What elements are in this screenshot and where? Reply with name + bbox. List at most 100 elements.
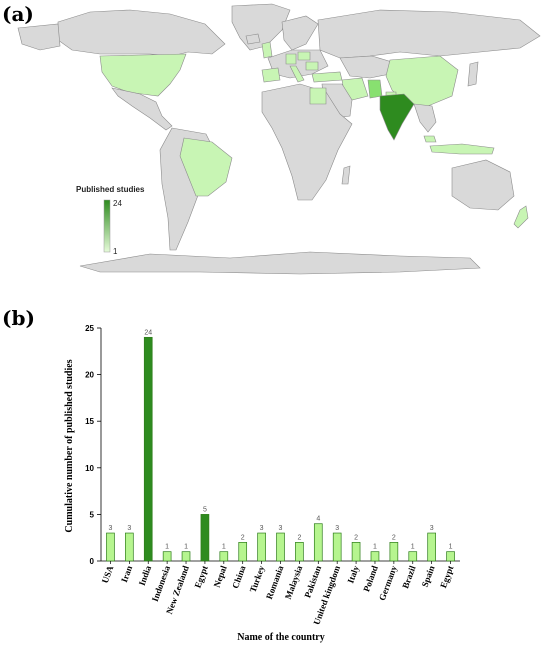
germany-shape — [285, 53, 297, 65]
x-tick-label: Malaysia — [283, 564, 305, 601]
x-tick-label: Turkey — [248, 564, 267, 594]
madagascar-shape — [341, 165, 351, 185]
map-legend-min: 1 — [113, 247, 118, 256]
bar-value-label: 1 — [449, 544, 453, 551]
x-tick-label: USA — [100, 564, 116, 585]
antarctica-shape — [79, 251, 481, 275]
y-tick-label: 0 — [90, 557, 95, 566]
greenland-shape — [231, 3, 291, 51]
brazil-shape — [179, 137, 233, 197]
uk-shape — [261, 41, 273, 59]
y-tick-label: 20 — [85, 371, 94, 380]
alaska-shape — [17, 23, 61, 51]
bar — [332, 532, 342, 562]
bar-value-label: 1 — [184, 544, 188, 551]
southeast-asia-shape — [413, 103, 437, 133]
bar-value-label: 24 — [144, 329, 152, 336]
bar — [143, 336, 153, 562]
australia-shape — [451, 159, 515, 211]
x-axis-label: Name of the country — [237, 632, 324, 643]
x-tick-label: Pakistan — [302, 564, 323, 599]
bar-value-label: 2 — [241, 534, 245, 541]
map-legend-gradient — [103, 199, 111, 253]
bar — [295, 542, 304, 562]
malaysia-shape — [423, 135, 437, 143]
africa-shape — [261, 83, 353, 201]
new-zealand-shape — [513, 205, 529, 229]
bar — [351, 542, 361, 562]
x-tick-label: India — [137, 564, 154, 587]
india-shape — [379, 93, 415, 141]
landmasses — [17, 3, 541, 275]
x-tick-label: Italy — [345, 564, 361, 585]
y-axis-group: 0 5 10 15 20 25 — [85, 324, 102, 566]
bar-value-label: 1 — [411, 544, 415, 551]
bar — [276, 532, 285, 562]
russia-shape — [317, 9, 541, 59]
y-tick-label: 25 — [85, 324, 94, 333]
spain-shape — [261, 67, 281, 83]
world-map: Published studies 24 1 — [17, 3, 541, 275]
bar-value-label: 3 — [430, 525, 434, 532]
bar-value-label: 3 — [260, 525, 264, 532]
bar — [408, 551, 418, 562]
map-legend-title: Published studies — [76, 185, 145, 194]
bar-value-label: 5 — [203, 506, 207, 513]
japan-shape — [467, 61, 479, 87]
panel-a-label: (a) — [2, 2, 34, 26]
canada-shape — [57, 9, 226, 57]
turkey-shape — [311, 71, 343, 83]
x-tick-label: Germany — [377, 564, 399, 602]
bar-value-label: 3 — [127, 525, 131, 532]
iceland-shape — [245, 33, 261, 45]
x-tick-label: China — [230, 564, 248, 590]
bar-value-label: 2 — [354, 534, 358, 541]
bar — [181, 551, 191, 562]
bar-value-label: 2 — [297, 534, 301, 541]
bar — [106, 532, 115, 562]
bar-value-label: 4 — [316, 516, 320, 523]
scandinavia-shape — [281, 15, 319, 51]
y-axis-label: Cumulative number of published studies — [64, 359, 75, 532]
bar — [389, 542, 399, 562]
indonesia-shape — [429, 143, 495, 155]
y-tick-label: 10 — [85, 464, 94, 473]
x-tick-label: Poland — [361, 564, 380, 593]
italy-shape — [289, 65, 305, 83]
x-tick-label: Egypt — [193, 564, 210, 589]
bar-value-label: 1 — [222, 544, 226, 551]
bar — [427, 532, 436, 562]
bar-value-label: 3 — [335, 525, 339, 532]
bar-value-label: 3 — [279, 525, 283, 532]
bar — [200, 514, 210, 562]
bar-value-label: 1 — [165, 544, 169, 551]
x-tick-label: Nepal — [212, 564, 229, 589]
map-legend-max: 24 — [113, 199, 122, 208]
bar — [370, 551, 380, 562]
x-tick-label: Iran — [119, 564, 134, 583]
bar — [313, 523, 323, 562]
usa-shape — [99, 53, 187, 97]
x-tick-label: Brazil — [400, 564, 418, 590]
romania-shape — [305, 61, 319, 71]
bar — [238, 542, 248, 562]
bar-value-label: 3 — [108, 525, 112, 532]
bar — [446, 551, 455, 562]
poland-shape — [297, 51, 311, 61]
bar — [219, 551, 229, 562]
bar-value-label: 1 — [373, 544, 377, 551]
bar — [125, 532, 134, 562]
pakistan-shape — [367, 79, 383, 99]
central-asia-shape — [339, 55, 393, 79]
bar — [162, 551, 172, 562]
x-tick-label: Spain — [420, 564, 437, 588]
y-tick-label: 15 — [85, 417, 94, 426]
y-tick-label: 5 — [90, 510, 95, 519]
x-tick-label: Egypt — [438, 564, 455, 589]
bar-value-label: 2 — [392, 534, 396, 541]
mexico-shape — [111, 87, 173, 131]
panel-b-label: (b) — [2, 306, 35, 330]
